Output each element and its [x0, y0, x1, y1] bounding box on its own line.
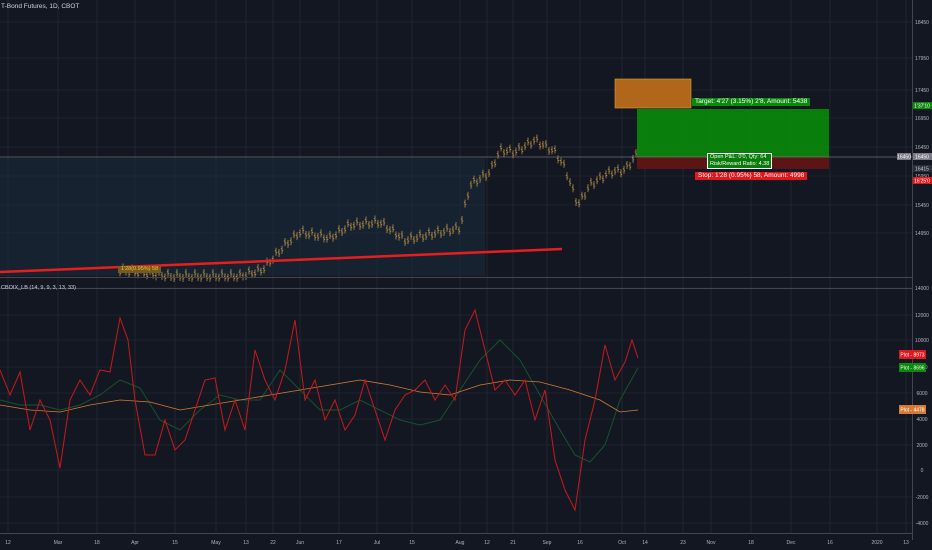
- price-tick: 14950: [915, 231, 929, 237]
- signal-line: [0, 379, 639, 413]
- trend-label: 1'28(0.95%) 58: [118, 266, 162, 273]
- time-tick: 18: [748, 540, 754, 546]
- osc-tick: 2000: [916, 443, 927, 449]
- time-tick: Jul: [374, 540, 380, 546]
- indicator-legend[interactable]: CBOIX_LB (14, 9, 9, 3, 13, 33): [1, 285, 76, 291]
- time-tick: 17: [336, 540, 342, 546]
- oscillator-badges: Plot - 8973 Plot - 8696 Plot - 4478: [899, 350, 926, 414]
- time-tick: 16: [827, 540, 833, 546]
- osc-tick: 10000: [915, 338, 929, 344]
- price-tick: 16450: [915, 145, 929, 151]
- ratio-label: Risk/Reward Ratio: 4.38: [710, 161, 770, 167]
- time-tick: 14: [642, 540, 648, 546]
- osc-tick: 4000: [916, 417, 927, 423]
- osc-tick: 14000: [915, 286, 929, 292]
- target-zone[interactable]: [637, 109, 829, 157]
- price-tick: 17450: [915, 88, 929, 94]
- badge-fast: Plot - 8973: [900, 353, 924, 359]
- time-tick: 13: [903, 540, 909, 546]
- open-pnl-box: Open P&L: 0'0, Qty: 64 Risk/Reward Ratio…: [707, 153, 773, 169]
- osc-tick: 6000: [916, 391, 927, 397]
- range-shade: [0, 158, 485, 276]
- time-tick: 12: [5, 540, 11, 546]
- time-tick: 23: [680, 540, 686, 546]
- time-tick: Mar: [54, 540, 63, 546]
- time-tick: 15: [172, 540, 178, 546]
- time-tick: 21: [510, 540, 516, 546]
- badge-stop: 16'25'0: [914, 179, 930, 185]
- badge-mid: 16415: [915, 167, 929, 173]
- badge-current: 16450: [897, 155, 911, 161]
- alert-box[interactable]: [614, 78, 692, 109]
- time-tick: Aug: [456, 540, 465, 546]
- stop-label: Stop: 1'28 (0.95%) 58, Amount: 4998: [695, 172, 808, 180]
- price-candles: [118, 134, 638, 282]
- time-tick: 2020: [871, 540, 882, 546]
- time-tick: May: [211, 540, 221, 546]
- osc-tick: -4000: [916, 521, 929, 527]
- time-tick: 15: [409, 540, 415, 546]
- badge-current-axis: 16450: [915, 155, 929, 161]
- time-tick: Dec: [787, 540, 796, 546]
- target-label: Target: 4'27 (3.15%) 2'8, Amount: 5438: [692, 98, 811, 106]
- time-tick: 22: [270, 540, 276, 546]
- price-tick: 17950: [915, 56, 929, 62]
- price-badges: 1'37'10 16450 16450 16415 16'25'0: [897, 102, 932, 185]
- badge-signal: Plot - 4478: [900, 408, 924, 414]
- time-tick: Oct: [618, 540, 626, 546]
- symbol-title[interactable]: T-Bond Futures, 1D, CBOT: [1, 3, 80, 10]
- time-tick: 13: [243, 540, 249, 546]
- time-tick: Jun: [296, 540, 304, 546]
- osc-tick: 12000: [915, 313, 929, 319]
- time-axis[interactable]: 12 Mar 18 Apr 15 May 13 22 Jun 17 Jul 15 Aug 12 21 Sep 1…: [5, 540, 909, 546]
- osc-tick: -2000: [916, 495, 929, 501]
- badge-slow: Plot - 8696: [900, 366, 924, 372]
- time-tick: 18: [94, 540, 100, 546]
- time-tick: Nov: [707, 540, 716, 546]
- price-tick: 18450: [915, 20, 929, 26]
- time-tick: Apr: [131, 540, 139, 546]
- time-tick: 16: [577, 540, 583, 546]
- trend-line[interactable]: [0, 247, 563, 274]
- price-tick: 15450: [915, 203, 929, 209]
- fast-line: [0, 308, 639, 512]
- open-pnl-label: Open P&L: 0'0, Qty: 64: [710, 154, 767, 160]
- price-tick: 16950: [915, 116, 929, 122]
- time-tick: Sep: [543, 540, 552, 546]
- time-tick: 12: [484, 540, 490, 546]
- osc-tick: 0: [921, 468, 924, 474]
- badge-target: 1'37'10: [914, 104, 930, 110]
- oscillator-lines: [0, 308, 639, 512]
